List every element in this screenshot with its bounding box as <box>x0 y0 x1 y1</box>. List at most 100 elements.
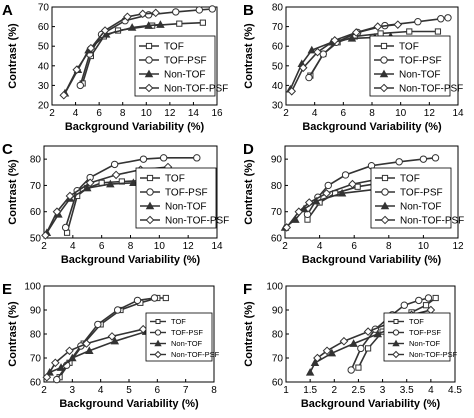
plot-frame <box>51 6 218 106</box>
legend-marker <box>154 339 162 347</box>
data-point <box>156 20 165 28</box>
x-axis-label: Background Variability (%) <box>61 254 201 266</box>
data-point <box>83 183 92 192</box>
data-point <box>307 45 317 54</box>
legend-label: TOF <box>165 174 185 185</box>
x-tick-label: 8 <box>128 241 134 252</box>
x-tick-label: 3 <box>70 385 76 396</box>
panel-letter: B <box>243 2 254 19</box>
x-axis-label: Background Variability (%) <box>65 121 205 133</box>
y-axis-label: Contrast (%) <box>7 301 19 367</box>
y-tick-label: 70 <box>272 354 284 365</box>
data-point <box>85 346 94 355</box>
data-point <box>313 353 322 363</box>
data-point <box>304 198 314 207</box>
series-tof-psf <box>53 294 159 384</box>
y-axis-label: Contrast (%) <box>243 301 255 367</box>
data-point <box>337 188 347 197</box>
x-axis-label: Background Variability (%) <box>302 121 442 133</box>
data-point <box>355 364 362 371</box>
x-tick-label: 4 <box>73 108 79 119</box>
x-tick-label: 2 <box>282 241 288 252</box>
x-tick-label: 10 <box>418 241 430 252</box>
legend-label: Non-TOF <box>400 202 442 213</box>
panel-f: F 1 1.5 2 2.5 3 3.5 4 4.5 60 70 80 90 100 Background V… <box>243 281 462 410</box>
legend-label: TOF-PSF <box>399 56 442 67</box>
data-point <box>354 183 361 190</box>
x-tick-label: 12 <box>164 108 176 119</box>
y-tick-label: 50 <box>30 234 42 245</box>
x-tick-label: 7 <box>183 385 189 396</box>
legend-marker <box>380 56 388 64</box>
legend: TOF TOF-PSF Non-TOF Non-TOF-PSF <box>369 35 463 97</box>
x-tick-label: 16 <box>211 108 223 119</box>
data-point <box>123 12 132 22</box>
data-point <box>144 21 153 29</box>
data-point <box>305 73 313 82</box>
x-tick-label: 4 <box>70 241 76 252</box>
series-tof-psf <box>303 154 440 219</box>
data-point <box>72 65 82 75</box>
x-tick-label: 8 <box>369 108 375 119</box>
data-point <box>324 181 332 190</box>
data-point <box>138 9 148 19</box>
data-point <box>415 296 423 305</box>
legend: TOF TOF-PSF Non-TOF Non-TOF-PSF <box>134 35 228 97</box>
legend-label: TOF-PSF <box>164 56 207 67</box>
data-point <box>311 196 321 205</box>
x-tick-label: 4 <box>428 385 434 396</box>
legend-label: TOF-PSF <box>400 188 443 199</box>
y-tick-label: 100 <box>24 282 41 293</box>
legend-marker <box>146 188 154 196</box>
data-point <box>347 33 357 42</box>
y-tick-label: 90 <box>272 306 284 317</box>
legend-marker <box>145 42 153 50</box>
data-point <box>373 329 382 338</box>
legend-marker <box>154 329 162 336</box>
y-axis-label: Contrast (%) <box>7 23 19 89</box>
x-tick-label: 2 <box>283 108 289 119</box>
panel-c: C 2 4 6 8 10 12 14 50 60 70 80 Background Variabilit… <box>2 141 229 266</box>
data-point <box>127 23 137 31</box>
y-tick-label: 40 <box>38 61 50 72</box>
y-tick-label: 60 <box>272 378 284 389</box>
x-tick-label: 12 <box>183 241 195 252</box>
data-point <box>327 348 337 357</box>
data-point <box>53 375 61 384</box>
data-point <box>100 26 110 35</box>
series-non-tof-psf <box>59 8 161 100</box>
data-point <box>432 294 439 302</box>
x-tick-label: 8 <box>386 241 392 252</box>
data-point <box>111 170 121 180</box>
data-point <box>393 20 403 29</box>
data-point <box>59 90 69 100</box>
legend-marker <box>392 350 400 359</box>
x-tick-label: 5 <box>126 385 132 396</box>
data-point <box>282 223 292 232</box>
y-tick-label: 70 <box>30 181 42 192</box>
x-tick-label: 6 <box>341 108 347 119</box>
legend: TOF TOF-PSF Non-TOF Non-TOF-PSF <box>135 167 229 229</box>
y-tick-label: 100 <box>266 282 283 293</box>
legend-marker <box>392 339 400 347</box>
legend-marker <box>155 319 161 324</box>
data-point <box>434 28 442 35</box>
data-point <box>52 207 62 217</box>
data-point <box>193 154 201 162</box>
legend-label: Non-TOF <box>409 339 441 348</box>
data-point <box>322 346 332 356</box>
data-point <box>364 345 372 352</box>
legend-label: Non-TOF-PSF <box>164 84 228 95</box>
data-point <box>419 155 428 163</box>
data-point <box>85 178 95 188</box>
legend-label: Non-TOF-PSF <box>165 216 229 227</box>
x-tick-label: 2 <box>332 385 338 396</box>
x-tick-label: 8 <box>211 385 217 396</box>
data-point <box>400 301 408 309</box>
y-tick-label: 60 <box>272 42 284 53</box>
data-point <box>377 30 384 37</box>
legend-label: Non-TOF <box>171 339 203 348</box>
x-tick-label: 10 <box>141 108 153 119</box>
data-point <box>150 294 159 302</box>
